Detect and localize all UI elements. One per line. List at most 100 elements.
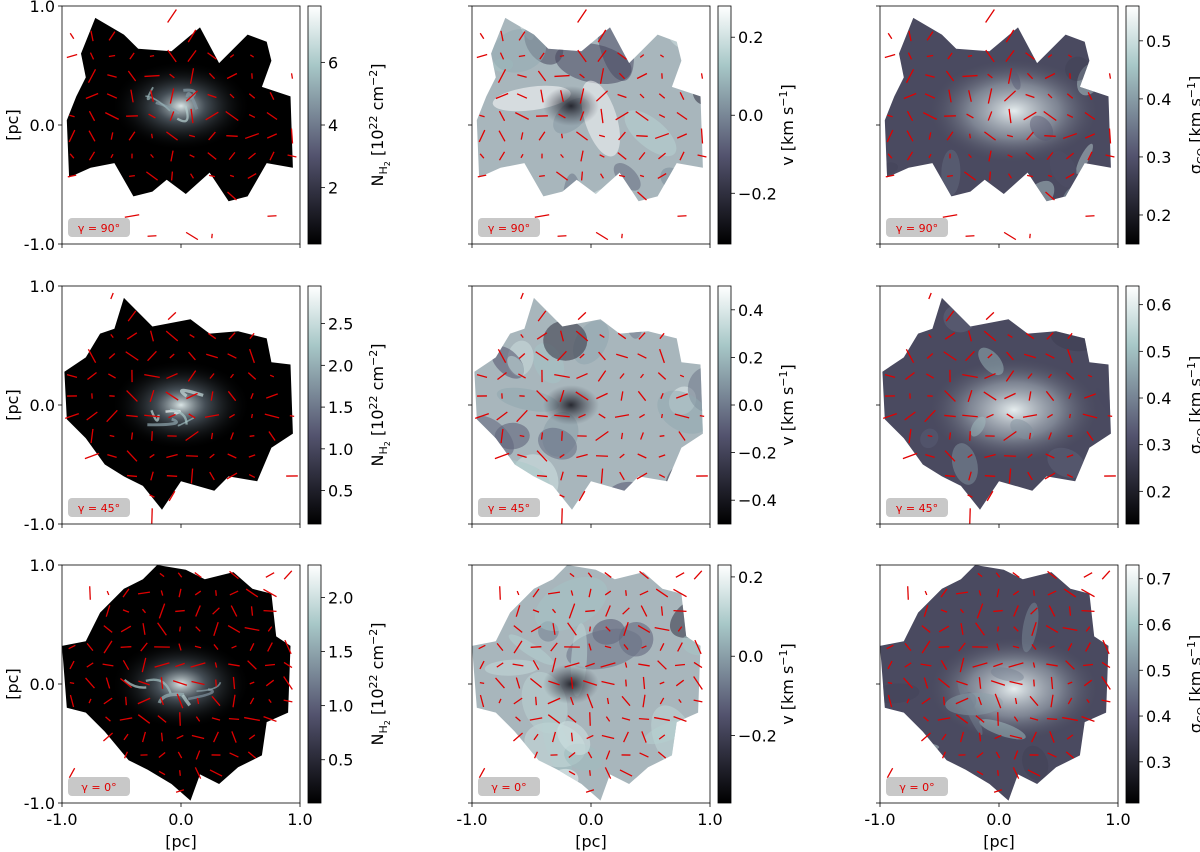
vector-segment (187, 29, 197, 43)
vector-segment (558, 113, 566, 119)
vector-segment (105, 716, 111, 722)
density-glow (111, 360, 251, 450)
dispersion-feature (1010, 69, 1021, 90)
velocity-feature (534, 576, 608, 632)
vector-segment (517, 74, 527, 78)
vector-segment (513, 640, 523, 654)
colorbar-label-part: σ (1186, 444, 1200, 454)
vector-segment (679, 92, 685, 100)
vector-segment (944, 414, 956, 418)
velocity-feature (562, 173, 583, 202)
vector-segment (108, 31, 116, 41)
vector-segment (657, 660, 667, 670)
vector-segment (955, 591, 969, 595)
vector-segment (926, 54, 934, 58)
vector-segment (103, 625, 113, 633)
vector-segment (476, 53, 488, 59)
vector-segment (150, 153, 154, 159)
colorbar-tick-label: 0.4 (1146, 389, 1171, 408)
vector-segment (269, 151, 275, 161)
vector-segment (968, 153, 972, 159)
colorbar-tick-label: 2 (328, 179, 338, 198)
vector-segment (540, 432, 544, 440)
vector-segment (496, 411, 508, 421)
gamma-badge: γ = 45° (68, 498, 130, 517)
colorbar-tick-label: 0.5 (1146, 661, 1171, 680)
vector-segment (530, 646, 542, 648)
vector-segment (166, 372, 178, 380)
panel-0-1: γ = 90° −0.2 0.0 0.2 v [km s−1] (468, 5, 797, 248)
colorbar-tick-label: 0.3 (1146, 148, 1171, 167)
vector-segment (1050, 676, 1054, 690)
vector-segment (568, 770, 576, 776)
velocity-feature (483, 565, 537, 589)
vector-segment (1013, 605, 1019, 617)
vector-segment (1012, 590, 1020, 596)
colorbar-tick-label: 1.0 (328, 697, 353, 716)
vector-segment (515, 677, 521, 689)
dispersion-glow (924, 55, 1104, 166)
vector-segment (585, 662, 595, 668)
colorbar-label: σCO [km s−1] (1185, 635, 1200, 734)
vector-segment (972, 662, 988, 668)
vector-segment (1081, 588, 1095, 598)
vector-segment (943, 696, 945, 706)
dispersion-feature (957, 679, 983, 736)
dispersion-feature (1090, 46, 1111, 73)
vector-segment (520, 292, 524, 300)
vector-segment (1068, 392, 1072, 400)
vector-segment (137, 697, 151, 705)
vector-segment (1033, 590, 1035, 596)
vector-segment (1068, 606, 1072, 616)
vector-segment (106, 590, 110, 596)
vector-segment (166, 131, 178, 141)
vector-segment (1083, 572, 1093, 578)
vector-segment (1086, 698, 1090, 704)
colorbar-gradient (307, 564, 322, 804)
vector-segment (552, 623, 556, 635)
vector-segment (89, 52, 95, 60)
vector-segment (211, 717, 221, 721)
gamma-label: γ = 45° (488, 502, 530, 515)
vector-segment (604, 572, 612, 578)
vector-segment (904, 411, 916, 421)
vector-segment (636, 72, 648, 80)
vector-segment (1063, 588, 1077, 598)
vector-segment (676, 393, 688, 399)
filament (181, 694, 192, 707)
gamma-label: γ = 90° (896, 222, 938, 235)
vector-segment (978, 677, 982, 689)
dispersion-feature (979, 719, 1026, 740)
colorbar-label: σCO [km s−1] (1185, 76, 1200, 175)
vector-segment (176, 693, 184, 709)
colorbar-label-part: [10 (368, 129, 387, 161)
panel-0-2: γ = 90° 0.2 0.3 0.4 0.5 σCO [km s−1] (876, 5, 1200, 248)
vector-segment (679, 151, 685, 161)
velocity-feature (557, 720, 591, 756)
vector-segment (227, 191, 237, 201)
y-tick-label: 1.0 (30, 277, 55, 296)
colorbar-tick-label: 1.0 (328, 440, 353, 459)
vector-segment (657, 173, 667, 179)
panel-1-2: γ = 45° 0.2 0.3 0.4 0.5 0.6 σCO [km s−1] (876, 285, 1200, 528)
vector-segment (290, 73, 294, 79)
vector-segment (928, 153, 932, 159)
vector-segment (499, 586, 501, 600)
vector-segment (130, 89, 134, 103)
vector-segment (588, 643, 592, 651)
vector-segment (658, 93, 666, 99)
vector-segment (266, 393, 278, 399)
y-tick-label: 0.0 (30, 675, 55, 694)
vector-segment (963, 171, 977, 181)
vector-segment (639, 93, 645, 99)
colorbar-label: NH2 [1022 cm−2] (367, 64, 392, 187)
dispersion-feature (884, 162, 899, 174)
vector-segment (119, 717, 133, 721)
vector-segment (87, 68, 97, 84)
vector-segment (213, 644, 219, 650)
vector-segment (249, 348, 255, 364)
vector-segment (247, 372, 257, 380)
vector-segment (1028, 391, 1032, 401)
gamma-label: γ = 45° (78, 502, 120, 515)
vector-segment (283, 661, 293, 669)
